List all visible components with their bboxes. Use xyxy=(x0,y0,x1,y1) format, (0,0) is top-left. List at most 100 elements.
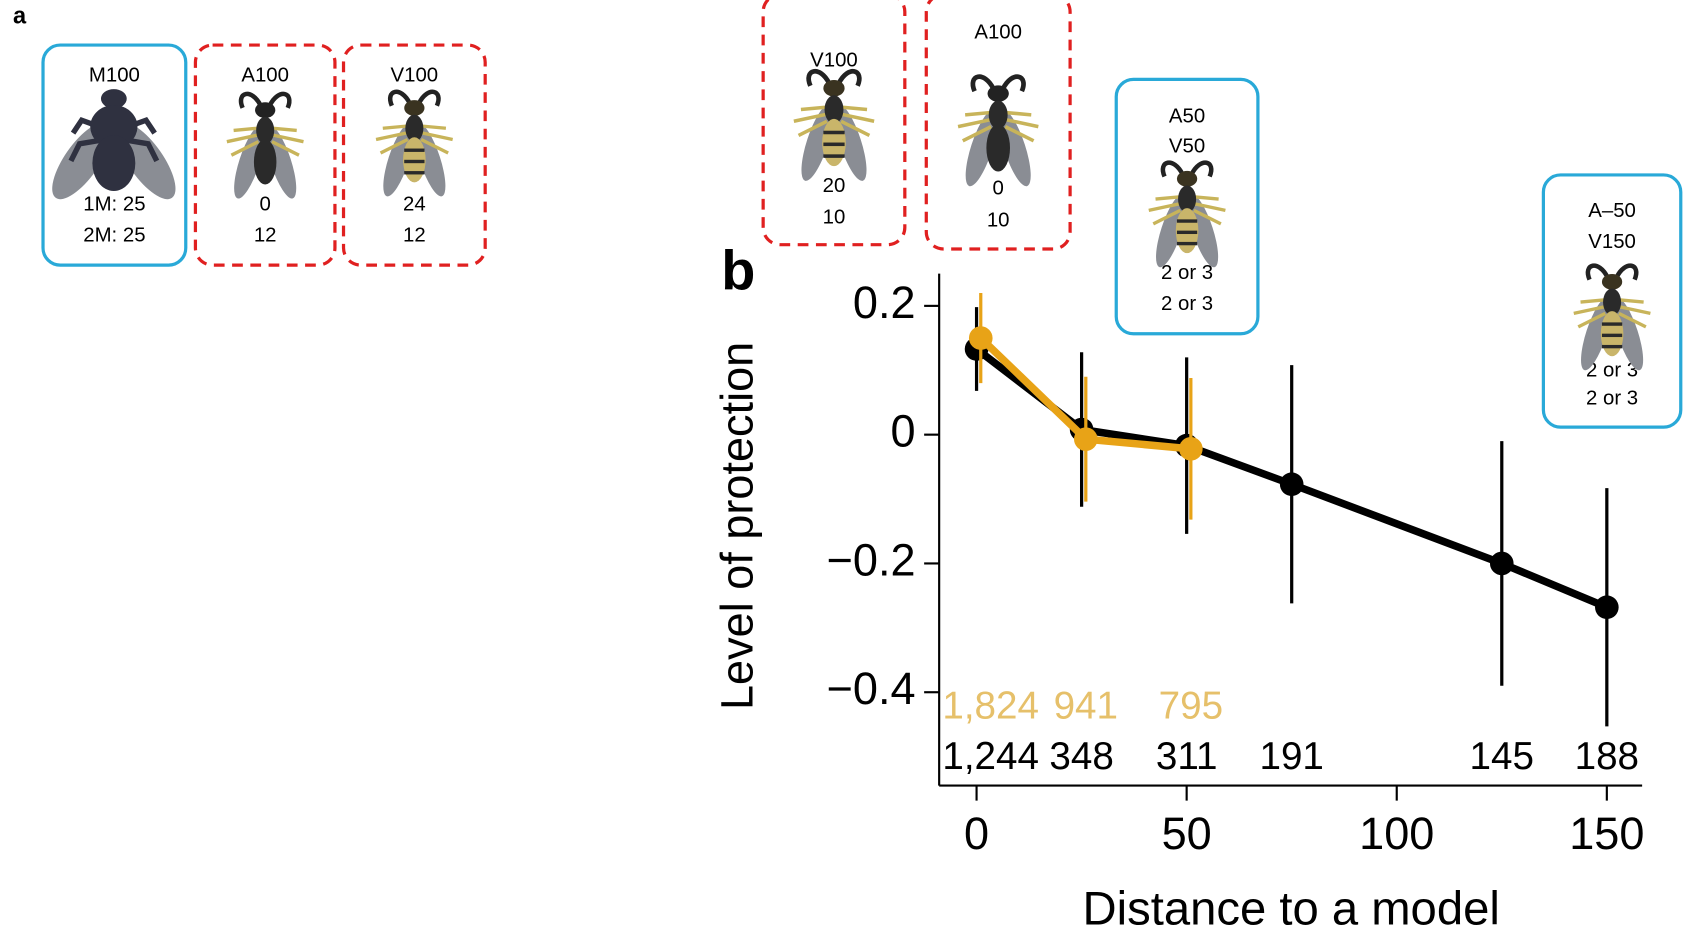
head xyxy=(1601,273,1623,290)
box-label: V150 xyxy=(1588,231,1636,253)
panel-label: a xyxy=(13,3,27,29)
box-label: V100 xyxy=(810,50,858,72)
leg xyxy=(382,124,408,130)
y-axis-title: Level of protection xyxy=(712,342,763,710)
thorax xyxy=(256,116,275,144)
head xyxy=(1176,170,1198,187)
x-tick-label: 50 xyxy=(1162,808,1212,859)
sample-count: 188 xyxy=(1575,735,1639,778)
stripe xyxy=(404,148,425,152)
antenna xyxy=(1000,74,1026,93)
thorax xyxy=(1603,288,1622,316)
abdomen xyxy=(1600,311,1624,357)
box-label: 10 xyxy=(823,206,846,228)
antenna xyxy=(388,89,412,107)
stripe xyxy=(823,154,845,158)
box-label: 2 or 3 xyxy=(1586,360,1638,382)
head xyxy=(823,79,845,97)
data-point xyxy=(968,326,993,350)
sample-count: 1,244 xyxy=(942,735,1039,778)
panel-label: b xyxy=(721,238,755,301)
antenna xyxy=(970,74,996,93)
box-label: 2 or 3 xyxy=(1586,388,1638,410)
box-label: A100 xyxy=(974,22,1022,44)
leg xyxy=(233,126,259,133)
legend-box xyxy=(193,43,337,267)
leg xyxy=(1618,298,1644,304)
leg xyxy=(379,138,409,155)
antenna xyxy=(806,69,832,87)
leg xyxy=(1004,125,1035,143)
antenna xyxy=(836,69,862,87)
leg xyxy=(1573,304,1606,316)
box-label: A50 xyxy=(1169,105,1205,127)
leg xyxy=(797,119,828,138)
abdomen xyxy=(253,139,277,185)
antenna xyxy=(1160,160,1185,178)
sample-count: 191 xyxy=(1259,735,1323,778)
antenna xyxy=(1585,263,1610,281)
legend-box xyxy=(1541,173,1683,429)
y-tick-label: 0 xyxy=(890,406,915,457)
antenna xyxy=(267,91,292,109)
data-point xyxy=(1179,437,1203,461)
leg xyxy=(1193,208,1222,226)
leg xyxy=(1193,201,1226,213)
leg xyxy=(840,105,868,112)
antenna xyxy=(1189,160,1214,178)
thorax xyxy=(90,105,138,149)
insect-icon xyxy=(226,91,304,199)
legend-box xyxy=(1114,77,1260,336)
leg xyxy=(420,138,449,155)
sample-count: 941 xyxy=(1054,685,1118,728)
abdomen xyxy=(403,137,426,183)
thorax xyxy=(405,114,424,142)
sample-count: 311 xyxy=(1156,735,1218,778)
insect-icon xyxy=(52,89,176,200)
leg xyxy=(271,126,297,133)
leg xyxy=(1005,110,1032,117)
legend-box xyxy=(341,43,487,267)
insect-icon xyxy=(793,69,875,181)
x-tick-label: 100 xyxy=(1359,808,1434,859)
leg xyxy=(271,133,304,144)
stripe xyxy=(404,159,425,164)
leg xyxy=(957,117,992,129)
stripe xyxy=(1601,344,1623,349)
box-label: 2 or 3 xyxy=(1161,262,1213,284)
thorax xyxy=(1178,185,1197,213)
data-point xyxy=(1489,551,1514,576)
leg xyxy=(793,112,828,124)
antenna xyxy=(416,89,441,107)
box-label: V100 xyxy=(391,65,439,87)
sample-count: 145 xyxy=(1470,735,1534,778)
leg xyxy=(800,105,828,112)
y-tick-label: −0.4 xyxy=(827,663,916,714)
sample-count: 348 xyxy=(1049,735,1113,778)
antenna xyxy=(238,91,263,109)
abdomen xyxy=(92,135,136,192)
x-tick-label: 150 xyxy=(1569,808,1644,859)
box-label: 1M: 25 xyxy=(83,193,145,215)
head xyxy=(404,100,425,116)
legend-box xyxy=(924,0,1072,251)
box-label: M100 xyxy=(89,65,140,87)
stripe xyxy=(404,171,425,175)
leg xyxy=(1155,195,1181,201)
leg xyxy=(1618,304,1651,316)
x-axis-title: Distance to a model xyxy=(1083,883,1500,936)
stripe xyxy=(1601,333,1623,338)
stripe xyxy=(1176,219,1198,223)
insect-icon xyxy=(957,74,1039,187)
leg xyxy=(1193,195,1219,201)
y-tick-label: −0.2 xyxy=(827,534,916,585)
leg xyxy=(840,112,875,124)
data-point xyxy=(1279,472,1304,497)
leg xyxy=(420,124,447,130)
insect-icon xyxy=(375,89,454,197)
stripe xyxy=(1601,322,1623,326)
thorax xyxy=(824,95,844,124)
box-label: 0 xyxy=(260,193,271,215)
stripe xyxy=(1176,230,1198,235)
insect-icon xyxy=(1573,263,1651,371)
